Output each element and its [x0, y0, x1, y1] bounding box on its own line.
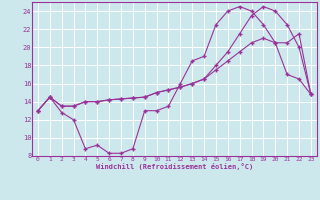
X-axis label: Windchill (Refroidissement éolien,°C): Windchill (Refroidissement éolien,°C): [96, 163, 253, 170]
